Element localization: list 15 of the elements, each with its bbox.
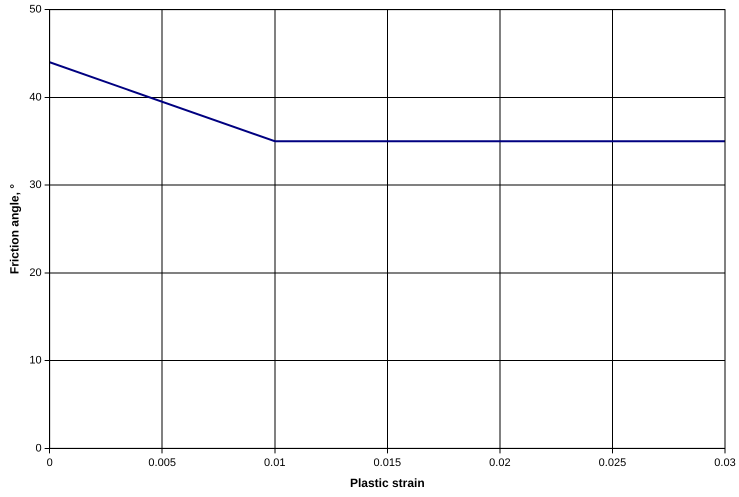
- y-tick-label: 0: [36, 442, 42, 454]
- x-tick-label: 0: [46, 457, 53, 470]
- x-tick-label: 0.025: [598, 457, 626, 470]
- x-axis-title: Plastic strain: [350, 476, 425, 490]
- y-tick-label: 40: [29, 91, 42, 104]
- x-tick-label: 0.01: [264, 457, 286, 470]
- x-tick-label: 0.03: [714, 457, 736, 470]
- y-tick-label: 30: [29, 179, 42, 192]
- y-tick-label: 20: [29, 266, 42, 279]
- y-axis-title: Friction angle, °: [8, 184, 22, 274]
- y-tick-label: 10: [29, 354, 42, 367]
- y-tick-label: 50: [29, 4, 42, 16]
- x-tick-label: 0.005: [148, 457, 176, 470]
- x-tick-label: 0.015: [374, 457, 402, 470]
- x-tick-label: 0.02: [489, 457, 511, 470]
